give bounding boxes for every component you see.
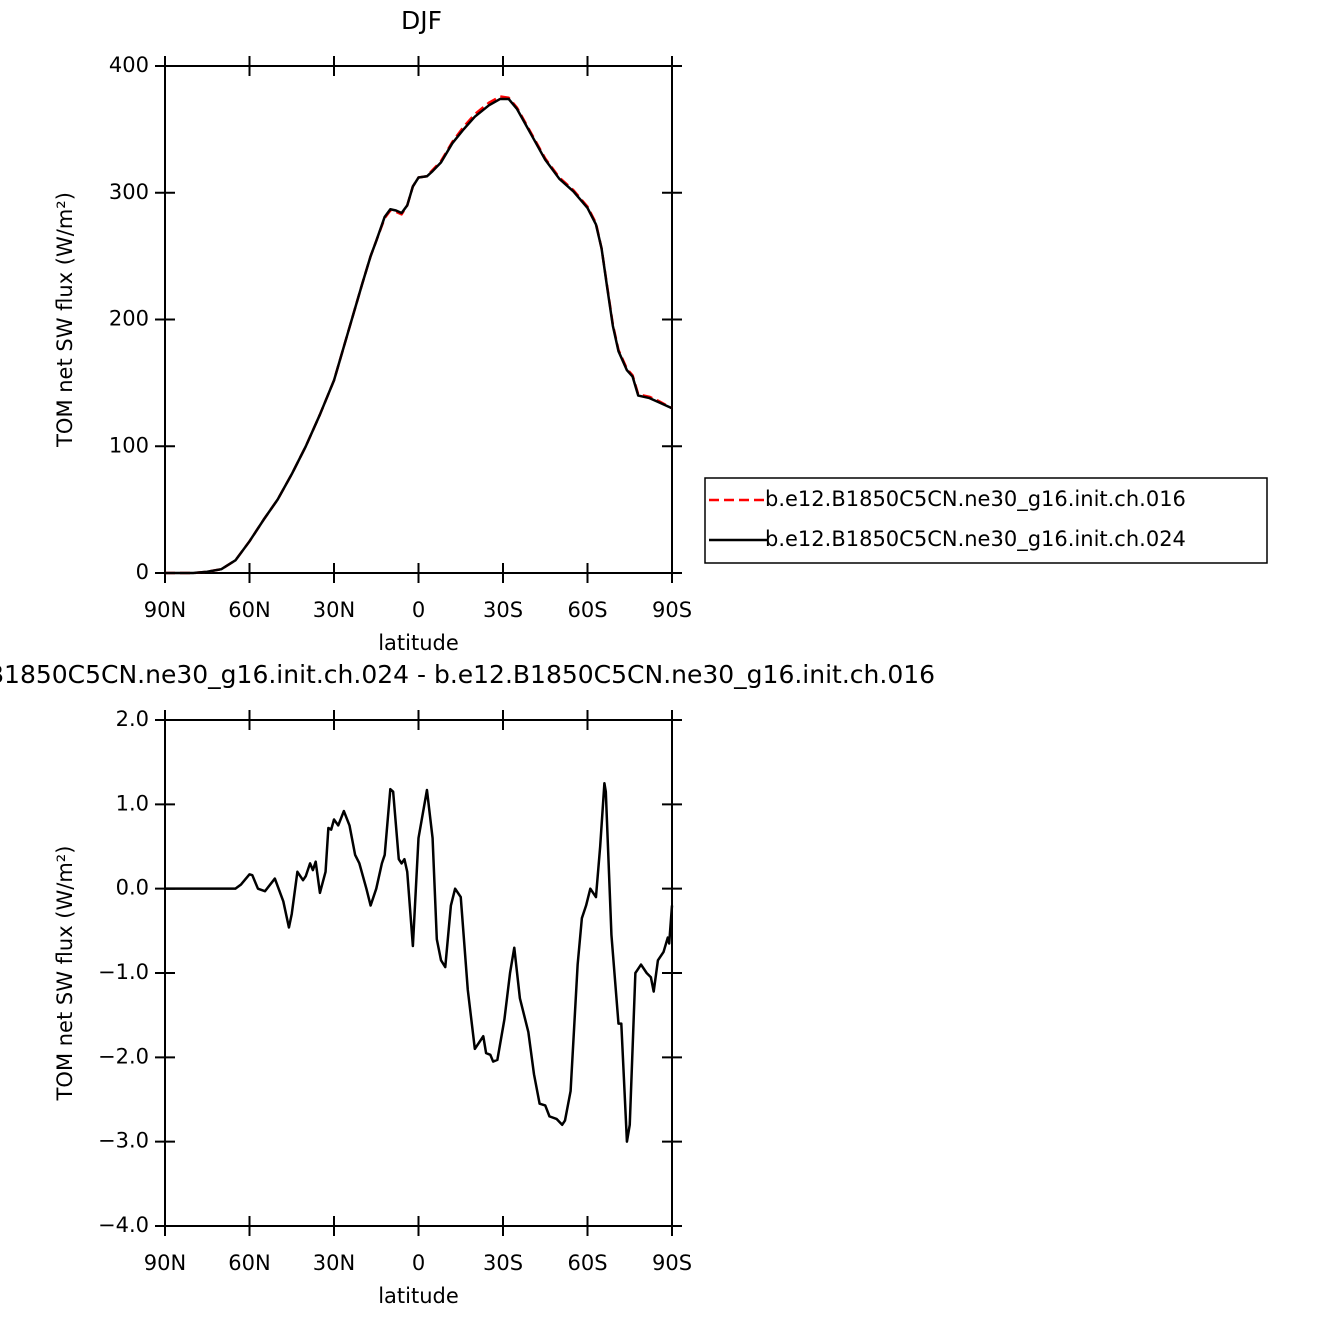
x-axis-label: latitude: [378, 1284, 459, 1308]
x-tick-label: 60N: [228, 1251, 270, 1275]
y-tick-label: −4.0: [98, 1213, 149, 1237]
y-tick-label: 2.0: [116, 707, 149, 731]
y-tick-label: −3.0: [98, 1129, 149, 1153]
x-tick-label: 90N: [144, 1251, 186, 1275]
x-tick-label: 60N: [228, 598, 270, 622]
x-tick-label: 60S: [567, 1251, 607, 1275]
x-tick-label: 0: [412, 1251, 425, 1275]
legend-box: [704, 477, 1268, 564]
x-tick-label: 90S: [652, 1251, 692, 1275]
x-tick-label: 30S: [483, 1251, 523, 1275]
x-tick-label: 90N: [144, 598, 186, 622]
y-tick-label: 0.0: [116, 876, 149, 900]
y-tick-label: 200: [109, 307, 149, 331]
x-tick-label: 30N: [313, 1251, 355, 1275]
y-tick-label: −1.0: [98, 960, 149, 984]
chart-title: b.e12.B1850C5CN.ne30_g16.init.ch.024 - b…: [0, 660, 935, 689]
x-tick-label: 0: [412, 598, 425, 622]
plot-frame: [164, 719, 673, 1227]
y-tick-label: 100: [109, 433, 149, 457]
x-tick-label: 60S: [567, 598, 607, 622]
x-axis-label: latitude: [378, 631, 459, 655]
x-tick-label: 30N: [313, 598, 355, 622]
data-line: [165, 782, 674, 1143]
data-line: [165, 97, 673, 575]
chart-title: DJF: [401, 6, 442, 35]
x-tick-label: 90S: [652, 598, 692, 622]
y-axis-label: TOM net SW flux (W/m²): [53, 846, 77, 1102]
x-tick-label: 30S: [483, 598, 523, 622]
data-line: [165, 95, 673, 575]
y-tick-label: −2.0: [98, 1044, 149, 1068]
y-tick-label: 400: [109, 53, 149, 77]
legend-label: b.e12.B1850C5CN.ne30_g16.init.ch.024: [765, 527, 1186, 552]
y-axis-label: TOM net SW flux (W/m²): [53, 192, 77, 448]
plot-frame: [164, 65, 673, 574]
y-tick-label: 300: [109, 180, 149, 204]
legend-label: b.e12.B1850C5CN.ne30_g16.init.ch.016: [765, 487, 1186, 512]
y-tick-label: 1.0: [116, 791, 149, 815]
y-tick-label: 0: [136, 560, 149, 584]
